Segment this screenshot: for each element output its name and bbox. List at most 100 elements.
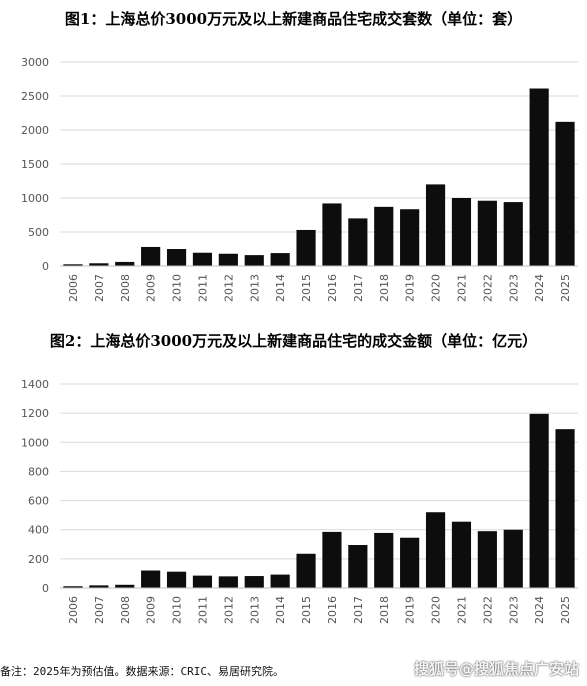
- y-tick-label: 1200: [21, 407, 49, 420]
- y-tick-label: 500: [28, 226, 49, 239]
- y-tick-label: 1400: [21, 378, 49, 391]
- bar-2014: [270, 574, 290, 588]
- y-tick-label: 2500: [21, 90, 49, 103]
- x-tick-label: 2009: [145, 596, 158, 624]
- x-tick-label: 2013: [248, 274, 261, 302]
- x-tick-label: 2018: [378, 596, 391, 624]
- y-tick-label: 0: [42, 582, 49, 595]
- bar-2007: [89, 585, 109, 588]
- y-tick-label: 3000: [21, 56, 49, 69]
- x-tick-label: 2018: [378, 274, 391, 302]
- bar-2011: [192, 252, 213, 266]
- footnote: 备注：2025年为预估值。数据来源：CRIC、易居研究院。: [0, 665, 284, 678]
- bar-2013: [244, 255, 264, 266]
- y-tick-label: 1000: [21, 192, 49, 205]
- y-tick-label: 200: [28, 553, 49, 566]
- x-tick-label: 2011: [196, 274, 209, 302]
- bar-2010: [166, 571, 187, 588]
- x-tick-label: 2025: [559, 274, 572, 302]
- bar-2023: [503, 529, 523, 588]
- bar-2011: [192, 575, 213, 588]
- x-tick-label: 2023: [507, 596, 520, 624]
- bar-2018: [374, 206, 394, 266]
- y-tick-label: 1000: [21, 436, 49, 449]
- bar-2023: [503, 202, 523, 266]
- bar-2010: [166, 249, 187, 266]
- bar-2020: [425, 512, 446, 588]
- bar-2016: [322, 203, 342, 266]
- bar-2025: [555, 429, 575, 588]
- bar-2021: [451, 198, 472, 266]
- x-tick-label: 2021: [455, 274, 468, 302]
- chart-1-deal-count: 0 500 1000 1500 2000 2500 3000 2006 2007 2008 2009…: [21, 56, 578, 302]
- x-tick-label: 2017: [352, 274, 365, 302]
- watermark: 搜狐号@搜狐焦点广安站: [413, 660, 579, 678]
- y-tick-label: 600: [28, 495, 49, 508]
- y-tick-label: 2000: [21, 124, 49, 137]
- x-tick-label: 2024: [533, 274, 546, 302]
- x-tick-label: 2007: [93, 596, 106, 624]
- bar-2024: [529, 88, 549, 266]
- x-tick-label: 2014: [274, 274, 287, 302]
- x-tick-label: 2024: [533, 596, 546, 624]
- bar-2015: [296, 229, 316, 266]
- x-tick-label: 2019: [404, 596, 417, 624]
- x-tick-label: 2022: [481, 596, 494, 624]
- bar-2018: [374, 532, 394, 588]
- x-tick-label: 2017: [352, 596, 365, 624]
- x-tick-label: 2020: [430, 596, 443, 624]
- x-tick-label: 2012: [222, 274, 235, 302]
- bar-2019: [400, 537, 420, 588]
- bar-2006: [63, 264, 83, 266]
- x-tick-label: 2016: [326, 274, 339, 302]
- bar-2007: [89, 263, 109, 266]
- bar-2020: [425, 184, 446, 266]
- x-tick-label: 2007: [93, 274, 106, 302]
- bar-2016: [322, 531, 342, 588]
- x-tick-label: 2016: [326, 596, 339, 624]
- bar-2022: [477, 531, 497, 588]
- bar-2014: [270, 253, 290, 266]
- bar-2022: [477, 200, 497, 266]
- x-tick-label: 2015: [300, 274, 313, 302]
- x-tick-label: 2008: [119, 596, 132, 624]
- x-tick-label: 2020: [430, 274, 443, 302]
- x-tick-label: 2025: [559, 596, 572, 624]
- y-tick-label: 400: [28, 524, 49, 537]
- chart-1-title: 图1：上海总价3000万元及以上新建商品住宅成交套数（单位：套）: [64, 10, 523, 28]
- bar-2024: [529, 413, 549, 588]
- x-tick-label: 2019: [404, 274, 417, 302]
- x-tick-label: 2014: [274, 596, 287, 624]
- x-tick-label: 2006: [67, 596, 80, 624]
- bar-2025: [555, 121, 575, 266]
- y-tick-label: 800: [28, 465, 49, 478]
- bar-2017: [348, 218, 368, 266]
- x-tick-label: 2011: [196, 596, 209, 624]
- chart-2-title: 图2：上海总价3000万元及以上新建商品住宅的成交金额（单位：亿元）: [49, 332, 538, 350]
- bar-2013: [244, 576, 264, 588]
- x-tick-label: 2009: [145, 274, 158, 302]
- bar-2008: [115, 261, 135, 266]
- bar-2015: [296, 553, 316, 588]
- bar-2009: [141, 246, 161, 266]
- bar-2008: [115, 584, 135, 588]
- x-tick-label: 2012: [222, 596, 235, 624]
- x-tick-label: 2022: [481, 274, 494, 302]
- x-tick-label: 2010: [171, 596, 184, 624]
- x-tick-label: 2010: [171, 274, 184, 302]
- y-tick-label: 1500: [21, 158, 49, 171]
- bar-2012: [218, 253, 238, 266]
- bar-2009: [141, 570, 161, 588]
- x-tick-label: 2021: [455, 596, 468, 624]
- x-tick-label: 2015: [300, 596, 313, 624]
- bar-2017: [348, 545, 368, 588]
- bar-2021: [451, 521, 472, 588]
- x-tick-label: 2013: [248, 596, 261, 624]
- y-tick-label: 0: [42, 260, 49, 273]
- x-tick-label: 2006: [67, 274, 80, 302]
- bar-2012: [218, 576, 238, 588]
- bar-2019: [400, 209, 420, 266]
- chart-2-deal-amount: 0 200 400 600 800 1000 1200 1400 2006 2007 2008 200…: [21, 378, 578, 624]
- bar-2006: [63, 586, 83, 588]
- x-tick-label: 2008: [119, 274, 132, 302]
